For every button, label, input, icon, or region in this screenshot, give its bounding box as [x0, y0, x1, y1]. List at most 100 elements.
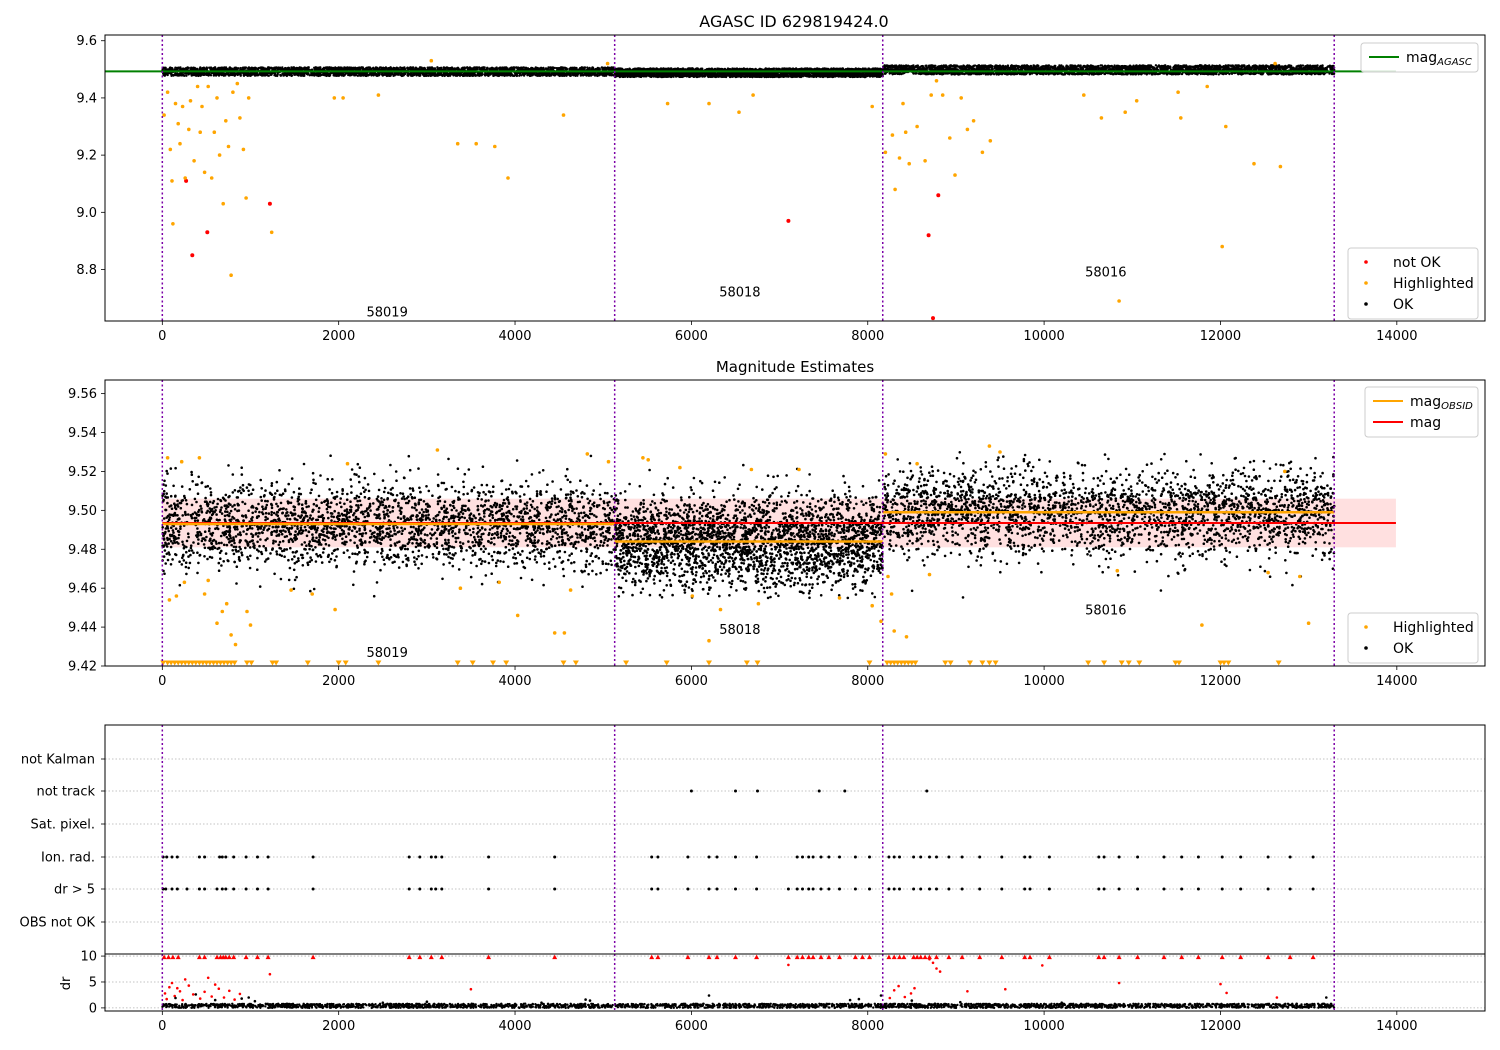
ok-point: [253, 67, 256, 70]
ok-point: [373, 73, 377, 76]
ok-point: [598, 68, 601, 71]
ok-point: [545, 73, 548, 77]
ok-point: [325, 66, 328, 70]
ok-point: [601, 73, 604, 77]
ok-point: [179, 67, 182, 70]
ok-point: [382, 67, 386, 70]
ok-point: [195, 74, 198, 77]
ok-point: [428, 72, 431, 76]
ok-point: [599, 72, 602, 76]
ok-point: [229, 73, 232, 77]
ok-point: [288, 73, 291, 76]
ok-point: [578, 68, 582, 71]
ok-point: [430, 74, 434, 77]
ok-point: [535, 74, 539, 77]
ok-point: [341, 73, 344, 76]
ok-point: [418, 66, 422, 69]
ok-point: [185, 74, 188, 77]
ok-point: [318, 66, 322, 69]
ok-point: [191, 67, 194, 70]
ok-point: [283, 73, 287, 77]
ok-point: [497, 67, 500, 70]
ok-point: [228, 67, 231, 71]
ok-point: [176, 72, 179, 75]
ok-point: [409, 66, 412, 69]
ok-point: [453, 72, 456, 75]
ok-point: [576, 74, 579, 77]
ok-point: [462, 72, 466, 75]
ok-point: [322, 66, 326, 70]
ok-point: [403, 67, 407, 71]
ok-point: [513, 66, 516, 69]
ok-point: [356, 74, 360, 78]
ok-point: [333, 67, 336, 71]
ok-point: [313, 66, 316, 70]
ok-point: [512, 74, 516, 77]
ok-point: [401, 74, 404, 77]
ok-point: [246, 74, 249, 78]
ok-point: [554, 72, 557, 75]
ok-point: [421, 67, 424, 70]
ok-point: [203, 67, 206, 70]
ok-point: [368, 73, 371, 77]
ok-point: [478, 73, 481, 76]
ok-point: [583, 66, 586, 69]
ok-point: [214, 74, 218, 77]
ok-point: [378, 66, 382, 69]
ok-point: [526, 67, 530, 71]
ok-point: [393, 73, 396, 76]
ok-point: [460, 67, 463, 70]
ok-point: [540, 73, 543, 77]
ok-point: [187, 72, 190, 76]
ok-point: [360, 66, 363, 69]
ok-point: [302, 67, 305, 70]
ok-point: [473, 68, 476, 71]
ok-point: [352, 72, 355, 76]
ok-point: [531, 74, 534, 77]
ok-point: [476, 68, 479, 71]
ok-point: [490, 67, 493, 71]
ok-point: [445, 66, 449, 69]
ok-point: [569, 74, 572, 77]
ok-point: [367, 66, 370, 69]
ok-point: [222, 72, 226, 76]
ok-point: [399, 66, 402, 69]
ok-point: [261, 73, 264, 77]
ok-point: [403, 72, 407, 76]
ok-point: [328, 68, 331, 71]
ok-point: [181, 67, 185, 70]
ok-point: [297, 74, 300, 77]
ok-point: [503, 73, 506, 76]
ok-point: [365, 74, 368, 78]
ok-point: [233, 66, 236, 70]
ok-point: [595, 74, 599, 77]
ok-point: [190, 74, 194, 77]
ok-point: [487, 74, 490, 78]
ok-point: [515, 74, 519, 78]
ok-point: [299, 74, 303, 77]
ok-point: [509, 67, 512, 70]
figure-title: AGASC ID 629819424.0: [699, 12, 888, 31]
ok-point: [378, 73, 381, 76]
ok-point: [211, 67, 214, 70]
ok-point: [571, 67, 575, 70]
ok-point: [207, 72, 210, 75]
ok-point: [239, 73, 242, 77]
ok-point: [407, 73, 410, 76]
ok-point: [589, 74, 592, 77]
ok-point: [372, 66, 375, 70]
ok-point: [219, 66, 222, 70]
ok-point: [544, 67, 547, 71]
ok-point: [334, 72, 337, 75]
ok-point: [561, 67, 564, 70]
ok-point: [421, 72, 424, 75]
ok-point: [574, 66, 577, 70]
ok-point: [520, 74, 523, 77]
ok-point: [361, 73, 365, 76]
ok-point: [572, 74, 575, 77]
ok-point: [220, 73, 223, 77]
ok-point: [415, 68, 418, 71]
